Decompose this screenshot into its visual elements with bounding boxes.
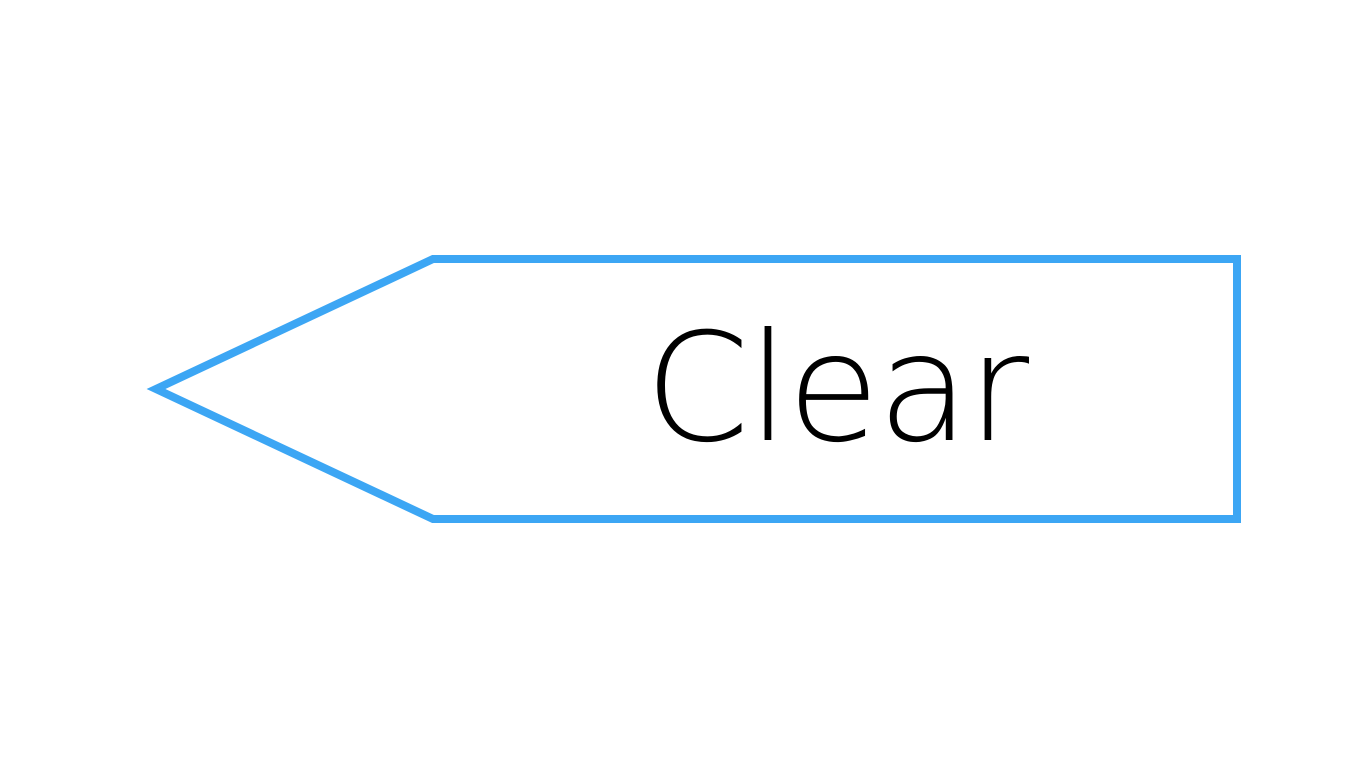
backspace-arrow-icon [146, 255, 1241, 523]
screen: Clear [0, 0, 1366, 768]
clear-button[interactable]: Clear [0, 0, 1366, 768]
